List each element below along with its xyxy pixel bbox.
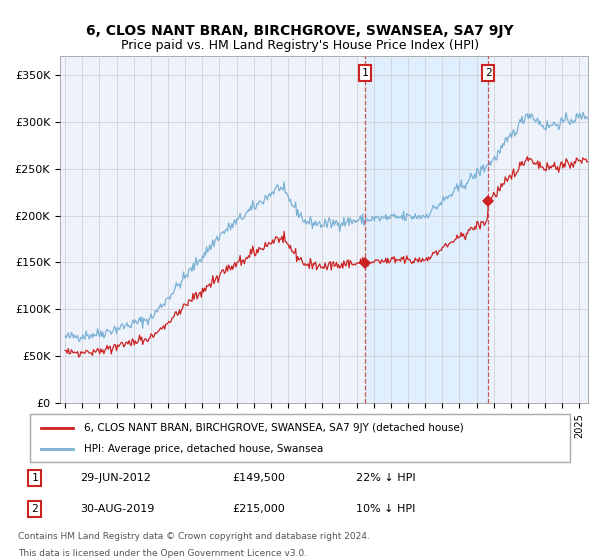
Text: £215,000: £215,000 (232, 504, 285, 514)
Text: 10% ↓ HPI: 10% ↓ HPI (356, 504, 416, 514)
Text: This data is licensed under the Open Government Licence v3.0.: This data is licensed under the Open Gov… (18, 549, 307, 558)
Text: Price paid vs. HM Land Registry's House Price Index (HPI): Price paid vs. HM Land Registry's House … (121, 39, 479, 53)
Text: 6, CLOS NANT BRAN, BIRCHGROVE, SWANSEA, SA7 9JY: 6, CLOS NANT BRAN, BIRCHGROVE, SWANSEA, … (86, 24, 514, 38)
Text: Contains HM Land Registry data © Crown copyright and database right 2024.: Contains HM Land Registry data © Crown c… (18, 532, 370, 541)
Text: 2: 2 (485, 68, 491, 78)
Text: 2: 2 (32, 504, 38, 514)
Text: £149,500: £149,500 (232, 473, 285, 483)
Text: 29-JUN-2012: 29-JUN-2012 (80, 473, 151, 483)
Text: HPI: Average price, detached house, Swansea: HPI: Average price, detached house, Swan… (84, 444, 323, 454)
Bar (365, 56, 488, 403)
Text: 1: 1 (32, 473, 38, 483)
Text: 6, CLOS NANT BRAN, BIRCHGROVE, SWANSEA, SA7 9JY (detached house): 6, CLOS NANT BRAN, BIRCHGROVE, SWANSEA, … (84, 423, 464, 433)
Text: 22% ↓ HPI: 22% ↓ HPI (356, 473, 416, 483)
Text: 30-AUG-2019: 30-AUG-2019 (80, 504, 154, 514)
FancyBboxPatch shape (30, 414, 570, 462)
Text: 1: 1 (362, 68, 368, 78)
